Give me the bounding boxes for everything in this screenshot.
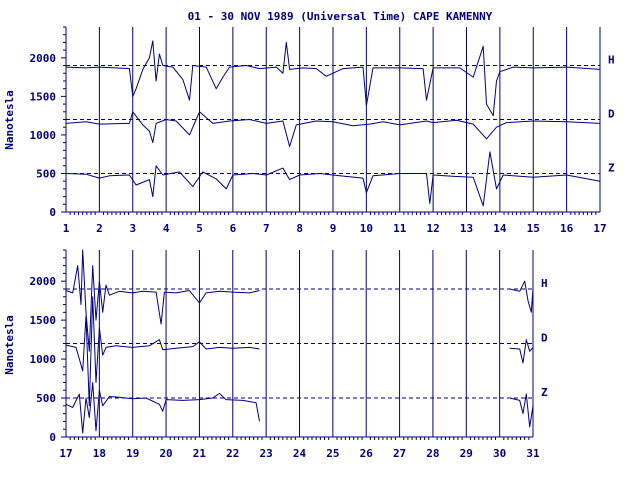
x-tick-label: 7 [263, 222, 270, 235]
x-tick-label: 4 [163, 222, 170, 235]
x-tick-label: 17 [59, 447, 72, 460]
series-label-d: D [608, 108, 615, 121]
x-tick-label: 14 [493, 222, 507, 235]
x-tick-label: 23 [260, 447, 273, 460]
series-z-trace [65, 382, 260, 434]
x-tick-label: 13 [460, 222, 473, 235]
x-tick-label: 18 [93, 447, 106, 460]
series-label-z: Z [608, 161, 615, 174]
series-d-trace [65, 111, 601, 147]
x-tick-label: 1 [63, 222, 70, 235]
series-d-trace [65, 296, 260, 407]
y-tick-label: 1500 [30, 314, 57, 327]
y-tick-label: 0 [49, 431, 56, 444]
y-tick-label: 1000 [30, 129, 57, 142]
x-tick-label: 22 [226, 447, 239, 460]
x-tick-label: 25 [326, 447, 339, 460]
x-tick-label: 26 [360, 447, 374, 460]
series-h-trace [65, 249, 260, 352]
x-tick-label: 29 [460, 447, 473, 460]
x-tick-label: 10 [360, 222, 373, 235]
y-tick-label: 1000 [30, 353, 57, 366]
x-tick-label: 15 [527, 222, 540, 235]
y-tick-label: 500 [36, 167, 56, 180]
x-tick-label: 11 [393, 222, 407, 235]
x-tick-label: 12 [427, 222, 440, 235]
y-axis-label: Nanotesla [3, 90, 16, 150]
x-tick-label: 17 [593, 222, 606, 235]
series-h-trace [65, 40, 601, 117]
y-axis-label: Nanotesla [3, 315, 16, 375]
x-tick-label: 8 [296, 222, 303, 235]
x-tick-label: 27 [393, 447, 406, 460]
x-tick-label: 2 [96, 222, 103, 235]
x-tick-label: 30 [493, 447, 506, 460]
series-z-trace [509, 393, 534, 428]
series-label-d: D [541, 332, 548, 345]
y-tick-label: 500 [36, 392, 56, 405]
x-tick-label: 3 [129, 222, 136, 235]
x-tick-label: 31 [526, 447, 540, 460]
y-tick-label: 0 [49, 206, 56, 219]
series-label-h: H [608, 54, 615, 67]
panel-2: 0 500 1000 1500 2000 17 18 19 20 21 22 23 24 25 26 27 28… [3, 249, 548, 460]
x-tick-label: 5 [196, 222, 203, 235]
series-label-z: Z [541, 386, 548, 399]
series-z-trace [65, 151, 601, 207]
series-h-trace [509, 280, 534, 313]
series-label-h: H [541, 277, 548, 290]
y-tick-label: 2000 [30, 52, 57, 65]
series-d-trace [509, 339, 534, 364]
x-tick-label: 16 [560, 222, 574, 235]
y-tick-label: 2000 [30, 275, 57, 288]
x-tick-label: 20 [159, 447, 172, 460]
chart-title: 01 - 30 NOV 1989 (Universal Time) CAPE K… [188, 10, 493, 23]
x-tick-label: 21 [193, 447, 207, 460]
x-tick-label: 24 [293, 447, 307, 460]
x-tick-label: 19 [126, 447, 139, 460]
x-tick-label: 28 [426, 447, 439, 460]
x-tick-label: 6 [230, 222, 237, 235]
x-tick-label: 9 [330, 222, 337, 235]
y-tick-label: 1500 [30, 90, 57, 103]
